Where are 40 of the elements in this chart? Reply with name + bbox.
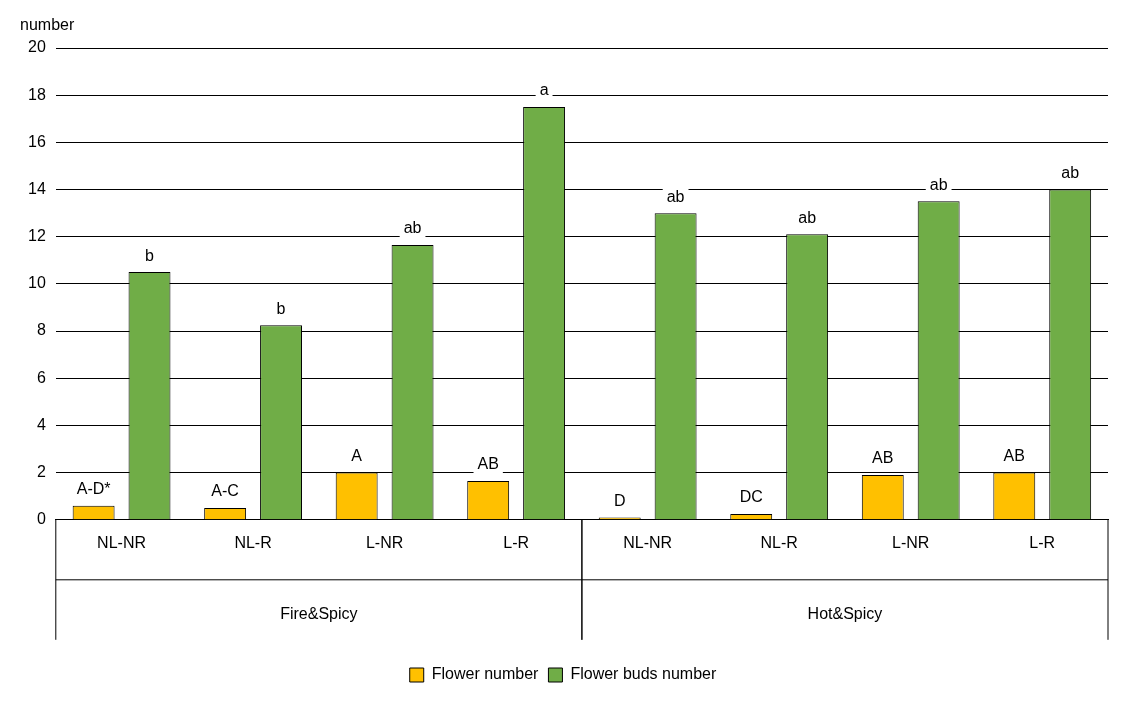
data-label: ab — [798, 208, 817, 226]
x-tick-label: L-NR — [892, 533, 930, 551]
y-tick-label: 14 — [28, 179, 46, 197]
data-label: D — [613, 491, 626, 509]
data-label: A-C — [211, 482, 239, 500]
y-tick-label: 16 — [28, 132, 46, 150]
legend-label: Flower number — [431, 665, 540, 683]
data-label: ab — [1061, 163, 1080, 181]
data-label: DC — [739, 488, 763, 506]
x-tick-label: L-NR — [365, 533, 404, 551]
data-label: b — [276, 299, 286, 317]
text: Fire&Spicy — [280, 605, 358, 623]
y-tick-label: 6 — [36, 368, 46, 386]
x-tick-label: NL-NR — [97, 533, 146, 551]
x-tick-label: L-R — [503, 533, 530, 551]
x-tick-label: NL-NR — [623, 533, 673, 551]
y-tick-label: 12 — [28, 227, 46, 245]
data-label: a — [539, 81, 549, 99]
data-label: ab — [666, 187, 685, 205]
text: Hot&Spicy — [807, 605, 883, 623]
data-label: AB — [477, 455, 499, 473]
data-label: ab — [929, 175, 948, 193]
data-label: A — [351, 447, 363, 465]
y-tick-label: 20 — [28, 38, 46, 56]
y-axis-title: number — [20, 16, 75, 34]
x-tick-label: L-R — [1029, 533, 1056, 551]
y-tick-label: 0 — [36, 510, 46, 528]
y-tick-label: 8 — [36, 321, 46, 339]
legend-label: Flower buds number — [570, 665, 717, 683]
y-tick-label: 18 — [28, 85, 46, 103]
data-label: b — [145, 246, 155, 264]
y-tick-label: 10 — [28, 274, 46, 292]
data-label: AB — [1003, 447, 1025, 465]
y-tick-label: 4 — [36, 415, 46, 433]
data-label: A-D* — [76, 480, 111, 498]
x-tick-label: NL-R — [760, 533, 798, 551]
y-tick-label: 2 — [36, 463, 46, 481]
data-label: ab — [403, 219, 422, 237]
data-label: AB — [872, 449, 894, 467]
x-tick-label: NL-R — [234, 533, 272, 551]
